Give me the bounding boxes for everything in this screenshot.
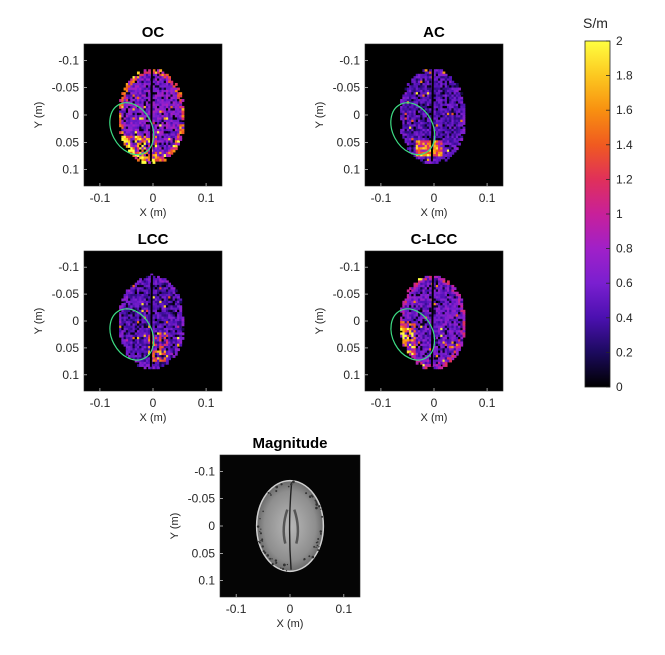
x-tick-label: 0.1 [198,191,215,205]
colorbar-tick-label: 0.4 [616,311,633,325]
panel-c-lcc: C-LCC -0.1 0 0.1 -0.1 -0.05 0 0.05 0.1 X (m) Y (m) [314,231,504,424]
roi-ellipse [109,102,155,156]
y-tick-label: 0.05 [56,135,80,149]
x-tick-label: -0.1 [226,602,247,616]
colorbar: S/m 0 0.2 0.4 0.6 0.8 1 1.2 1.4 1.6 1.8 2 [583,15,633,394]
x-axis-label: X (m) [140,207,167,219]
panel-title: AC [423,24,445,41]
colorbar-tick-label: 1.2 [616,172,633,186]
x-tick-label: 0.1 [479,191,496,205]
colorbar-tick-label: 2 [616,34,623,48]
y-tick-label: -0.05 [52,287,80,301]
roi-ellipse [390,102,436,156]
x-tick-label: 0 [150,191,157,205]
midline-gap [149,275,153,367]
image-content [109,273,185,370]
x-tick-label: 0 [431,396,438,410]
panel-title: Magnitude [253,435,328,452]
colorbar-ticks: 0 0.2 0.4 0.6 0.8 1 1.2 1.4 1.6 1.8 2 [606,34,633,394]
colorbar-tick-label: 1 [616,207,623,221]
y-tick-label: 0 [72,314,79,328]
image-content [255,479,325,573]
y-axis-label: Y (m) [314,308,326,335]
colorbar-bar [584,40,611,388]
y-tick-label: 0.05 [337,135,361,149]
midline-fissure [288,482,293,570]
y-tick-label: 0 [72,108,79,122]
x-axis-label: X (m) [421,412,448,424]
y-tick-label: -0.1 [58,260,79,274]
y-tick-label: 0 [353,314,360,328]
panel-oc: OC -0.1 0 0.1 -0.1 -0.05 0 0.05 0.1 X (m) Y (m) [33,24,223,219]
colorbar-tick-label: 0 [616,380,623,394]
y-tick-label: 0.1 [62,163,79,177]
x-tick-label: 0 [150,396,157,410]
y-axis-label: Y (m) [169,513,181,540]
colorbar-tick-label: 0.2 [616,345,633,359]
y-tick-label: 0.1 [62,368,79,382]
y-tick-label: 0.1 [343,163,360,177]
x-tick-label: 0.1 [336,602,353,616]
y-tick-label: 0.05 [337,341,361,355]
panel-magnitude: Magnitude -0.1 0 0.1 -0.1 -0.05 0 0.05 0.1 X (m) Y… [169,435,361,630]
x-tick-label: 0 [287,602,294,616]
panel-lcc: LCC -0.1 0 0.1 -0.1 -0.05 0 0.05 0.1 X (m) Y (m) [33,231,223,424]
x-axis-label: X (m) [277,618,304,630]
y-tick-label: 0.05 [192,546,216,560]
x-tick-label: -0.1 [371,191,392,205]
panel-title: LCC [138,231,169,248]
y-tick-label: -0.05 [52,81,80,95]
roi-ellipse [390,308,436,361]
y-tick-label: 0 [208,519,215,533]
panel-ac: AC -0.1 0 0.1 -0.1 -0.05 0 0.05 0.1 X (m) Y (m) [314,24,504,219]
colorbar-tick-label: 1.8 [616,69,633,83]
panel-title: OC [142,24,165,41]
roi-ellipse [109,308,155,361]
y-axis-label: Y (m) [314,102,326,129]
y-tick-label: 0.1 [343,368,360,382]
image-content [390,68,466,164]
colorbar-tick-label: 0.6 [616,276,633,290]
y-tick-label: -0.1 [339,53,360,67]
x-tick-label: -0.1 [371,396,392,410]
colorbar-tick-label: 0.8 [616,242,633,256]
y-tick-label: 0.1 [198,574,215,588]
x-tick-label: -0.1 [90,396,111,410]
y-tick-label: -0.1 [339,260,360,274]
x-tick-label: 0 [431,191,438,205]
y-tick-label: 0.05 [56,341,80,355]
x-tick-label: 0.1 [198,396,215,410]
colorbar-tick-label: 1.6 [616,103,633,117]
colorbar-tick-label: 1.4 [616,138,633,152]
panels: OC -0.1 0 0.1 -0.1 -0.05 0 0.05 0.1 X (m) Y (m) AC -… [33,24,504,630]
x-tick-label: 0.1 [479,396,496,410]
x-axis-label: X (m) [140,412,167,424]
y-tick-label: 0 [353,108,360,122]
y-tick-label: -0.1 [194,464,215,478]
image-content [109,68,185,164]
y-axis-label: Y (m) [33,308,45,335]
x-tick-label: -0.1 [90,191,111,205]
colorbar-unit: S/m [583,15,608,31]
y-tick-label: -0.05 [333,287,361,301]
midline-gap [430,275,434,367]
y-tick-label: -0.05 [188,492,216,506]
y-tick-label: -0.05 [333,81,361,95]
y-tick-label: -0.1 [58,53,79,67]
image-content [390,275,466,370]
panel-title: C-LCC [411,231,458,248]
x-axis-label: X (m) [421,207,448,219]
y-axis-label: Y (m) [33,102,45,129]
